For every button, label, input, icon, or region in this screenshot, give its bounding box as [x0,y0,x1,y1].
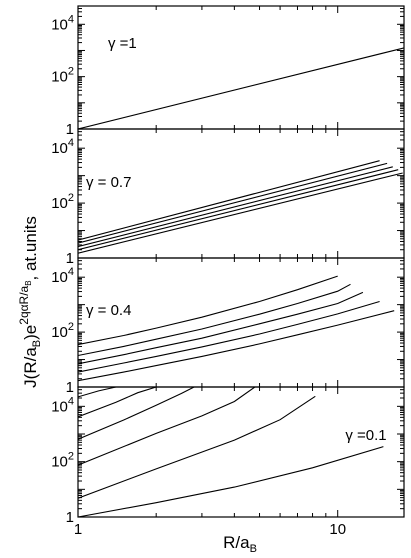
series-line-2 [78,283,351,357]
series-line-5 [78,395,316,499]
series-group [78,47,404,129]
panel-annotation: γ = 0.7 [86,174,131,191]
y-tick-label: 102 [51,451,74,471]
panel-gamma=0.4: 104 102 1 γ = 0.4 [51,257,405,396]
series-line-3 [78,291,364,365]
y-axis-label-exponent: 2qαR/a [17,285,31,324]
x-axis-label-subscript: B [250,543,257,555]
y-tick-label: 102 [51,321,74,341]
y-tick-label: 104 [51,395,74,415]
series-line-3 [78,166,393,248]
y-tick-label: 1 [66,509,74,526]
y-axis-label: J(R/aB)e2qαR/aB, at.units [17,216,43,388]
x-axis-label-main: R/a [223,533,250,552]
y-tick-label: 1 [66,379,74,396]
x-axis-label: R/aB [223,533,257,555]
series-line-4 [78,169,399,251]
series-line-4 [78,387,256,466]
panel-annotation: γ =0.1 [345,427,386,444]
series-group [78,387,384,517]
series-line-6 [78,446,384,517]
series-line-1 [78,47,404,129]
series-line-1 [78,160,380,241]
series-group [78,275,395,382]
panel-frame [77,257,405,388]
series-line-2 [78,387,157,418]
panel-annotation: γ =1 [108,35,137,52]
y-axis-label-mid: )e [21,325,40,340]
series-line-4 [78,300,380,373]
series-line-5 [78,310,395,382]
y-tick-label: 102 [51,66,74,86]
y-tick-label: 102 [51,192,74,212]
panel-frame [77,128,405,259]
panel-gamma=0.7: 104 102 1 γ = 0.7 [51,128,405,267]
panel-gamma=0.1: 104 102 11 10 γ =0.1 [51,386,405,538]
y-tick-label: 1 [66,250,74,267]
series-line-1 [78,275,338,346]
y-tick-label: 1 [66,121,74,138]
y-axis-label-subscript: B [31,340,43,347]
series-line-5 [78,172,403,254]
panel-frame [77,386,405,518]
y-tick-label: 104 [51,137,74,157]
series-group [78,160,403,254]
y-axis-label-exponent-subscript: B [24,280,33,285]
series-line-1 [78,387,117,398]
y-tick-label: 104 [51,13,74,33]
panel-annotation: γ = 0.4 [86,302,131,319]
panel-frame [77,5,405,130]
y-axis-label-tail: , at.units [21,216,40,280]
y-tick-label: 104 [51,266,74,286]
y-axis-label-main: J(R/a [21,347,40,388]
series-line-3 [78,387,195,440]
x-tick-label: 10 [329,521,346,538]
series-line-2 [78,162,388,244]
panel-gamma=1: 104 102 1 γ =1 [51,5,405,138]
x-tick-label: 1 [74,521,82,538]
